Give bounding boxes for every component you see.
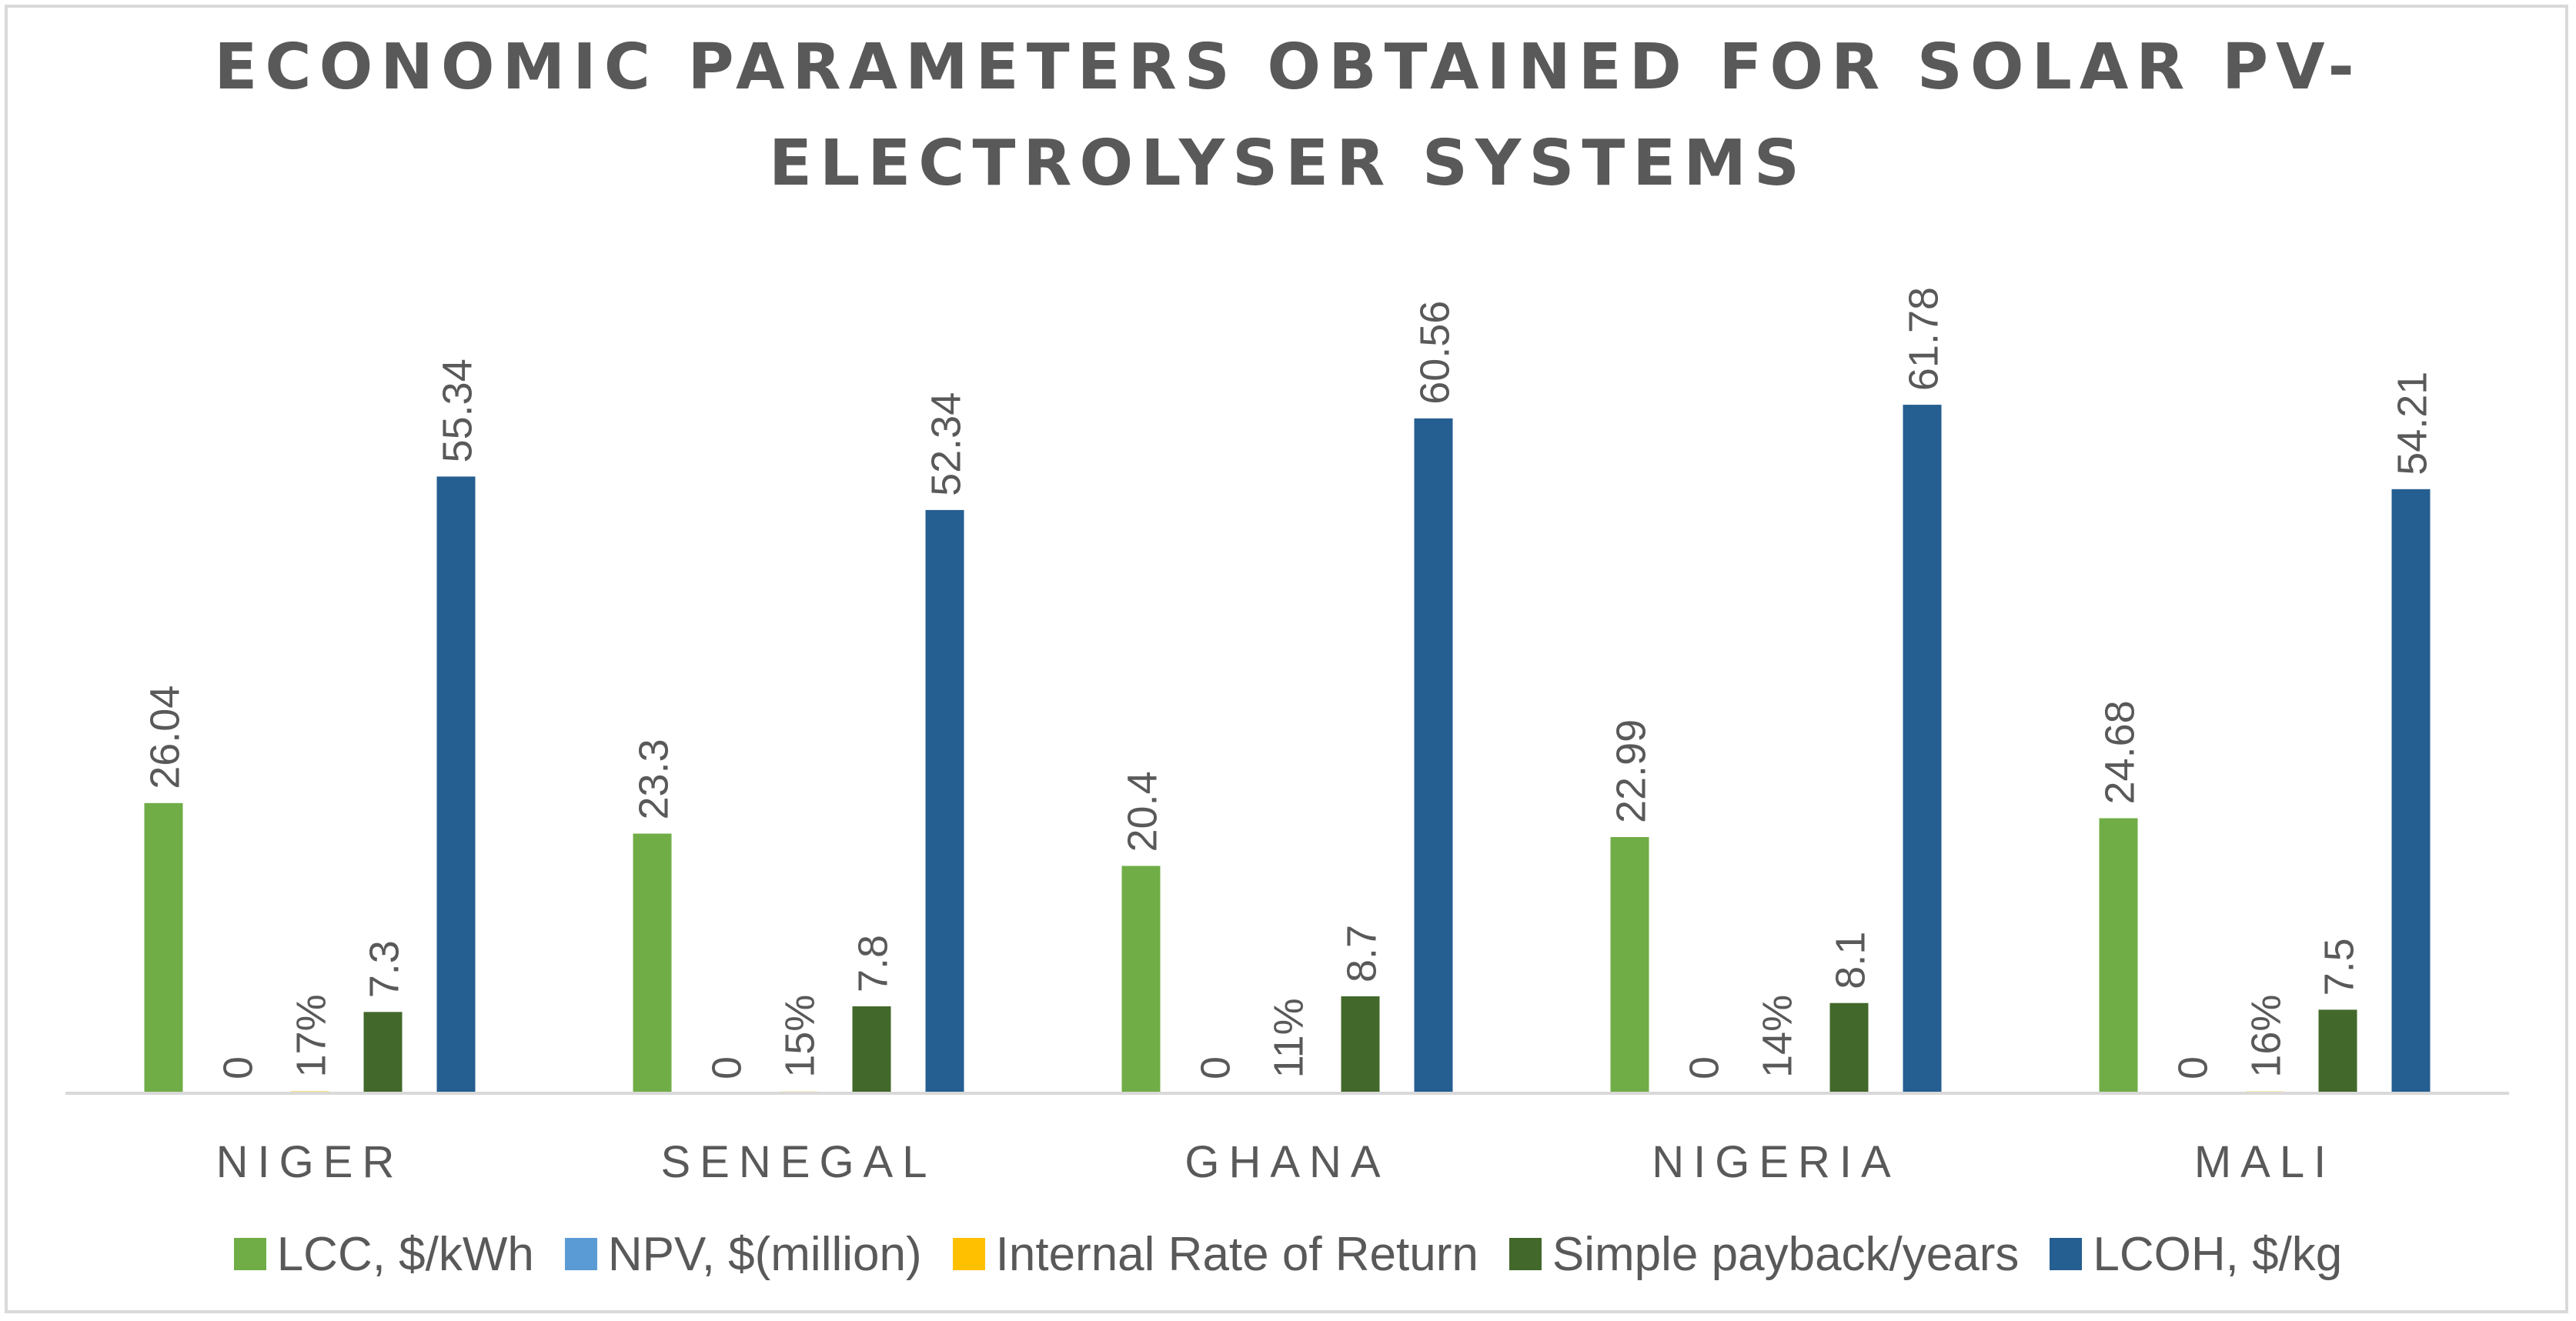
legend-item-simple-payback-years: Simple payback/years (1509, 1227, 2020, 1282)
legend-item-lcc-kwh: LCC, $/kWh (233, 1227, 534, 1282)
bar-lcc-kwh-senegal (633, 833, 672, 1093)
data-label-npv-million-nigeria: 0 (1682, 1056, 1728, 1079)
data-label-simple-payback-years-senegal: 7.8 (850, 935, 897, 992)
legend-item-internal-rate-of-return: Internal Rate of Return (952, 1227, 1478, 1282)
data-label-lcc-kwh-niger: 26.04 (142, 686, 189, 789)
bar-lcc-kwh-mali (2099, 818, 2138, 1093)
data-label-npv-million-niger: 0 (216, 1056, 262, 1079)
legend-label: Simple payback/years (1552, 1227, 2020, 1281)
category-label-mali: MALI (2194, 1137, 2335, 1187)
bars-layer (144, 405, 2431, 1093)
legend-item-npv-million: NPV, $(million) (564, 1227, 922, 1282)
legend-swatch (2050, 1238, 2083, 1270)
bar-simple-payback-years-mali (2318, 1009, 2357, 1093)
data-label-lcoh-kg-ghana: 60.56 (1412, 301, 1458, 405)
bar-lcoh-kg-senegal (925, 509, 964, 1093)
category-label-niger: NIGER (216, 1137, 404, 1187)
data-label-lcc-kwh-ghana: 20.4 (1120, 771, 1166, 852)
category-label-nigeria: NIGERIA (1652, 1137, 1900, 1187)
chart-title-line2: ELECTROLYSER SYSTEMS (769, 127, 1807, 200)
data-label-lcoh-kg-senegal: 52.34 (924, 392, 970, 496)
category-label-ghana: GHANA (1184, 1137, 1389, 1187)
data-label-internal-rate-of-return-senegal: 15% (777, 995, 824, 1078)
bar-lcc-kwh-niger (144, 802, 183, 1093)
data-label-npv-million-mali: 0 (2170, 1056, 2217, 1079)
data-label-lcoh-kg-niger: 55.34 (435, 359, 481, 462)
data-label-lcc-kwh-nigeria: 22.99 (1609, 719, 1655, 823)
bar-simple-payback-years-niger (363, 1012, 403, 1093)
legend-label: Internal Rate of Return (995, 1227, 1478, 1281)
data-label-simple-payback-years-mali: 7.5 (2317, 938, 2363, 996)
category-labels-layer: NIGER SENEGAL GHANA NIGERIA MALI (216, 1137, 2335, 1187)
data-label-internal-rate-of-return-mali: 16% (2244, 995, 2290, 1078)
legend-label: LCC, $/kWh (276, 1227, 534, 1281)
data-label-lcc-kwh-senegal: 23.3 (631, 739, 677, 819)
data-labels-layer: 26.04 0 17% 7.3 55.34 23.3 0 15% 7.8 52.34 20.4 0 11… (142, 287, 2436, 1079)
data-label-internal-rate-of-return-ghana: 11% (1266, 998, 1312, 1078)
data-label-simple-payback-years-niger: 7.3 (362, 940, 408, 998)
data-label-lcoh-kg-nigeria: 61.78 (1901, 287, 1947, 391)
bar-lcoh-kg-nigeria (1903, 405, 1942, 1093)
category-label-senegal: SENEGAL (661, 1137, 937, 1187)
bar-lcoh-kg-ghana (1414, 418, 1453, 1093)
chart-title-line1: ECONOMIC PARAMETERS OBTAINED FOR SOLAR P… (214, 31, 2362, 104)
data-label-simple-payback-years-ghana: 8.7 (1339, 925, 1385, 982)
bar-lcoh-kg-niger (436, 476, 476, 1093)
bar-lcoh-kg-mali (2391, 489, 2431, 1093)
legend: LCC, $/kWh NPV, $(million) Internal Rate o… (0, 1223, 2576, 1285)
data-label-internal-rate-of-return-niger: 17% (289, 994, 335, 1077)
bar-simple-payback-years-senegal (852, 1006, 891, 1093)
data-label-simple-payback-years-nigeria: 8.1 (1828, 932, 1874, 989)
chart-frame (5, 5, 2568, 1313)
data-label-lcoh-kg-mali: 54.21 (2390, 372, 2436, 475)
legend-swatch (564, 1238, 597, 1270)
bar-lcc-kwh-ghana (1121, 866, 1161, 1093)
legend-swatch (952, 1238, 985, 1270)
data-label-npv-million-senegal: 0 (704, 1056, 750, 1079)
legend-item-lcoh-kg: LCOH, $/kg (2050, 1227, 2342, 1282)
legend-swatch (1509, 1238, 1542, 1270)
bar-simple-payback-years-nigeria (1829, 1002, 1869, 1093)
bar-lcc-kwh-nigeria (1610, 837, 1649, 1093)
bar-simple-payback-years-ghana (1341, 996, 1380, 1093)
data-label-npv-million-ghana: 0 (1193, 1056, 1239, 1079)
data-label-internal-rate-of-return-nigeria: 14% (1755, 995, 1801, 1078)
legend-label: LCOH, $/kg (2093, 1227, 2343, 1281)
legend-swatch (233, 1238, 266, 1270)
legend-label: NPV, $(million) (607, 1227, 922, 1281)
data-label-lcc-kwh-mali: 24.68 (2097, 700, 2143, 804)
